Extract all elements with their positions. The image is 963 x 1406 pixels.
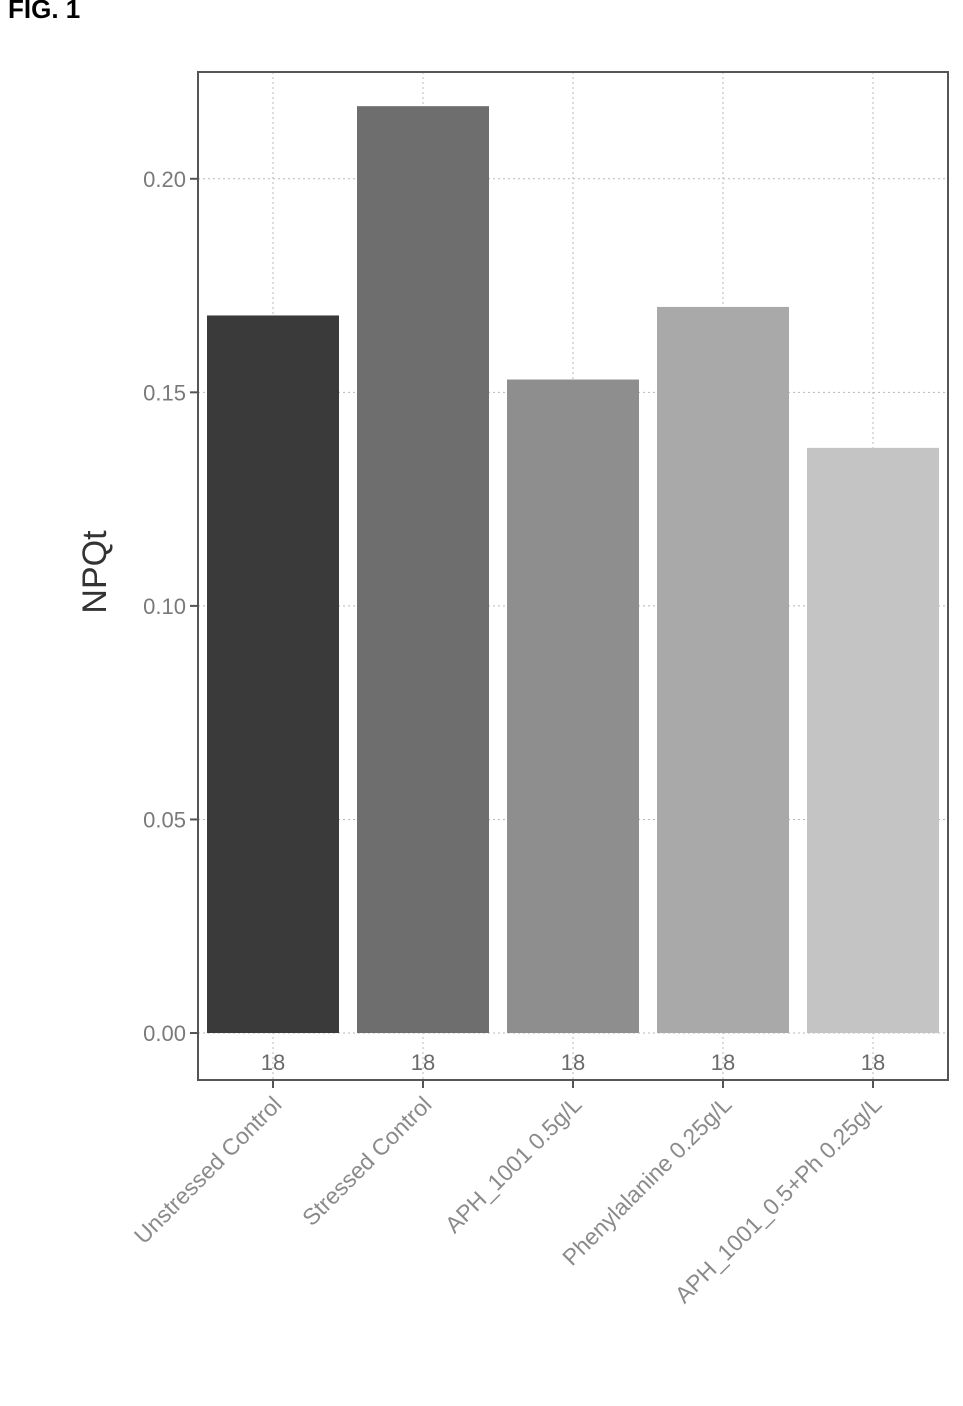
y-axis-label: NPQt xyxy=(76,530,114,614)
category-label: Unstressed Control xyxy=(129,1091,287,1249)
y-tick-label: 0.05 xyxy=(143,807,186,832)
category-label: Stressed Control xyxy=(297,1091,437,1231)
sample-size-labels: 18 18 18 18 18 xyxy=(261,1050,885,1075)
sample-size-label: 18 xyxy=(711,1050,735,1075)
y-axis-ticks: 0.00 0.05 0.10 0.15 0.20 xyxy=(143,167,198,1046)
category-label: APH_1001 0.5g/L xyxy=(440,1091,587,1238)
bars xyxy=(207,106,939,1034)
sample-size-label: 18 xyxy=(261,1050,285,1075)
figure-label: FIG. 1 xyxy=(8,0,81,24)
y-tick-label: 0.10 xyxy=(143,594,186,619)
bar xyxy=(657,306,789,1034)
y-tick-label: 0.15 xyxy=(143,380,186,405)
x-axis-ticks xyxy=(272,1080,874,1088)
y-tick-label: 0.00 xyxy=(143,1021,186,1046)
bar xyxy=(807,447,939,1034)
bar xyxy=(207,315,339,1034)
bar xyxy=(357,106,489,1034)
category-label: Phenylalanine 0.25g/L xyxy=(557,1091,736,1270)
sample-size-label: 18 xyxy=(411,1050,435,1075)
sample-size-label: 18 xyxy=(861,1050,885,1075)
bar xyxy=(507,379,639,1034)
sample-size-label: 18 xyxy=(561,1050,585,1075)
y-tick-label: 0.20 xyxy=(143,167,186,192)
category-labels: Unstressed Control Stressed Control APH_10… xyxy=(129,1091,887,1308)
